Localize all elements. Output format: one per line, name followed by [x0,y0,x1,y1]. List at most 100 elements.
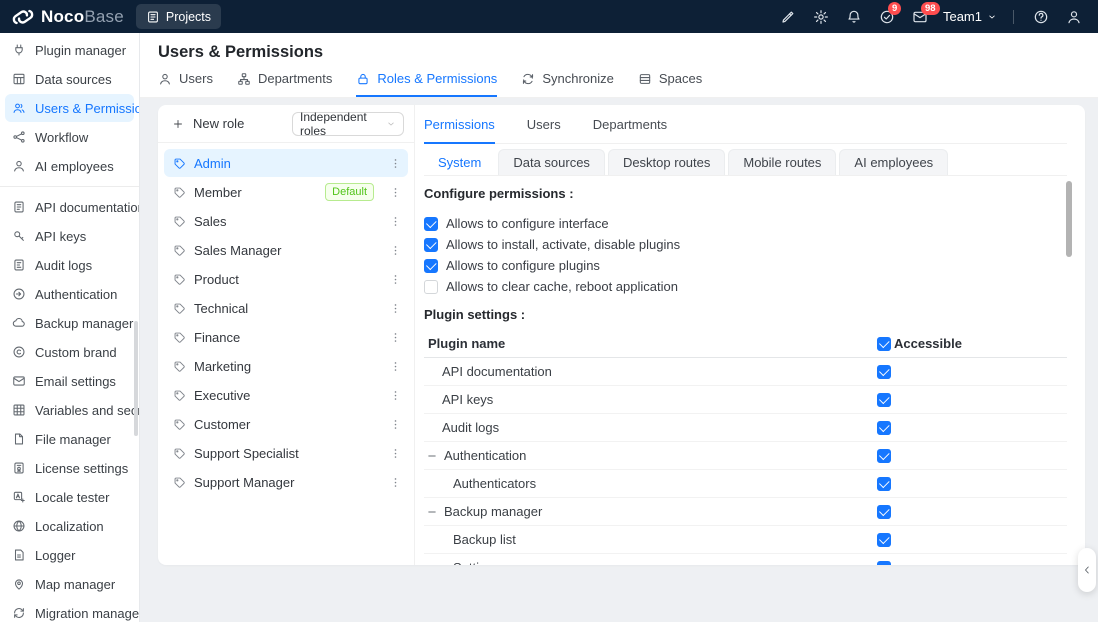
sidebar-item-logger[interactable]: Logger [5,541,134,569]
sidebar-scrollbar[interactable] [134,321,138,436]
role-more-menu[interactable] [386,326,404,348]
role-item-marketing[interactable]: Marketing [164,352,408,380]
checkbox-configure-plugins[interactable]: Allows to configure plugins [424,255,1067,276]
projects-button[interactable]: Projects [135,4,222,29]
row-checkbox[interactable] [877,364,891,379]
ui-editor-pen-button[interactable] [772,0,805,33]
role-item-customer[interactable]: Customer [164,410,408,438]
checkbox[interactable] [424,279,438,294]
sidebar-item-localization[interactable]: Localization [5,512,134,540]
role-more-menu[interactable] [386,413,404,435]
role-item-admin[interactable]: Admin [164,149,408,177]
subtab-ai-employees[interactable]: AI employees [839,149,949,175]
role-item-support-specialist[interactable]: Support Specialist [164,439,408,467]
role-item-technical[interactable]: Technical [164,294,408,322]
role-more-menu[interactable] [386,442,404,464]
sidebar-item-ai-employees[interactable]: AI employees [5,152,134,180]
role-item-sales[interactable]: Sales [164,207,408,235]
lock-icon [356,72,370,86]
messages-button[interactable]: 98 [904,0,940,33]
permissions-scrollbar[interactable] [1066,181,1072,257]
sidebar-item-plugin-manager[interactable]: Plugin manager [5,36,134,64]
role-more-menu[interactable] [386,268,404,290]
checkbox[interactable] [424,216,438,231]
role-more-menu[interactable] [386,152,404,174]
tab-departments[interactable]: Departments [237,71,332,97]
sidebar-item-backup-manager[interactable]: Backup manager [5,309,134,337]
sidebar-item-license-settings[interactable]: License settings [5,454,134,482]
checkbox-install-plugins[interactable]: Allows to install, activate, disable plu… [424,234,1067,255]
subtab-desktop-routes[interactable]: Desktop routes [607,149,726,175]
tab-synchronize[interactable]: Synchronize [521,71,614,97]
role-item-executive[interactable]: Executive [164,381,408,409]
sidebar-item-email-settings[interactable]: Email settings [5,367,134,395]
role-more-menu[interactable] [386,181,404,203]
tasks-button[interactable]: 9 [871,0,904,33]
row-checkbox[interactable] [877,476,891,491]
role-item-finance[interactable]: Finance [164,323,408,351]
sidebar-item-label: Audit logs [35,257,93,273]
tab-permissions[interactable]: Permissions [424,109,495,144]
sidebar-item-api-keys[interactable]: API keys [5,222,134,250]
collapse-minus-icon[interactable] [426,506,438,518]
key-icon [12,229,26,243]
sidebar-item-users-permissions[interactable]: Users & Permissions [5,94,139,122]
row-checkbox[interactable] [877,392,891,407]
checkbox[interactable] [424,237,438,252]
role-more-menu[interactable] [386,297,404,319]
checkbox[interactable] [424,258,438,273]
sidebar-item-label: Backup manager [35,315,134,331]
row-checkbox[interactable] [877,560,891,565]
sidebar-item-workflow[interactable]: Workflow [5,123,134,151]
subtab-mobile-routes[interactable]: Mobile routes [728,149,837,175]
sidebar-item-api-documentation[interactable]: API documentation [5,193,139,221]
row-checkbox[interactable] [877,532,891,547]
role-more-menu[interactable] [386,384,404,406]
sidebar-item-custom-brand[interactable]: Custom brand [5,338,134,366]
role-item-product[interactable]: Product [164,265,408,293]
tab-users[interactable]: Users [158,71,213,97]
help-button[interactable] [1024,0,1057,33]
row-checkbox[interactable] [877,420,891,435]
sidebar-item-locale-tester[interactable]: Locale tester [5,483,134,511]
tab-role-departments[interactable]: Departments [592,117,668,132]
nocobase-logo[interactable]: NocoBase [10,6,124,28]
accessible-header-checkbox[interactable] [877,336,891,351]
settings-button[interactable] [805,0,838,33]
role-item-sales-manager[interactable]: Sales Manager [164,236,408,264]
roles-filter-select[interactable]: Independent roles [292,110,404,138]
user-menu-button[interactable] [1057,0,1090,33]
role-item-member[interactable]: Member Default [164,178,408,206]
sidebar-item-map-manager[interactable]: Map manager [5,570,134,598]
collapse-minus-icon[interactable] [426,450,438,462]
new-role-button[interactable]: New role [172,116,244,131]
tab-role-users[interactable]: Users [526,117,561,132]
team-switcher[interactable]: Team1 [943,9,997,24]
role-more-menu[interactable] [386,239,404,261]
role-more-menu[interactable] [386,210,404,232]
checkbox-clear-cache[interactable]: Allows to clear cache, reboot applicatio… [424,276,1067,297]
checkbox-configure-interface[interactable]: Allows to configure interface [424,213,1067,234]
sidebar-item-file-manager[interactable]: File manager [5,425,134,453]
role-more-menu[interactable] [386,471,404,493]
page-header: Users & Permissions Users Departments Ro… [140,33,1098,98]
tab-roles-permissions[interactable]: Roles & Permissions [356,71,498,97]
role-more-menu[interactable] [386,355,404,377]
role-item-support-manager[interactable]: Support Manager [164,468,408,496]
sidebar-item-data-sources[interactable]: Data sources [5,65,134,93]
sidebar-item-audit-logs[interactable]: Audit logs [5,251,134,279]
sidebar-item-migration-manager[interactable]: Migration manager [5,599,139,622]
subtab-system[interactable]: System [424,150,496,175]
plugin-settings-table: Plugin name Accessible API documentation… [424,330,1067,565]
subtab-data-sources[interactable]: Data sources [498,149,605,175]
sidebar-item-authentication[interactable]: Authentication [5,280,134,308]
sidebar-item-variables-secrets[interactable]: Variables and secrets [5,396,139,424]
notifications-button[interactable] [838,0,871,33]
row-checkbox[interactable] [877,448,891,463]
drawer-toggle-handle[interactable] [1078,548,1096,592]
tab-spaces[interactable]: Spaces [638,71,702,97]
row-checkbox[interactable] [877,504,891,519]
role-name: Executive [194,387,251,403]
column-header-plugin-name: Plugin name [428,336,506,351]
sync-icon [521,72,535,86]
